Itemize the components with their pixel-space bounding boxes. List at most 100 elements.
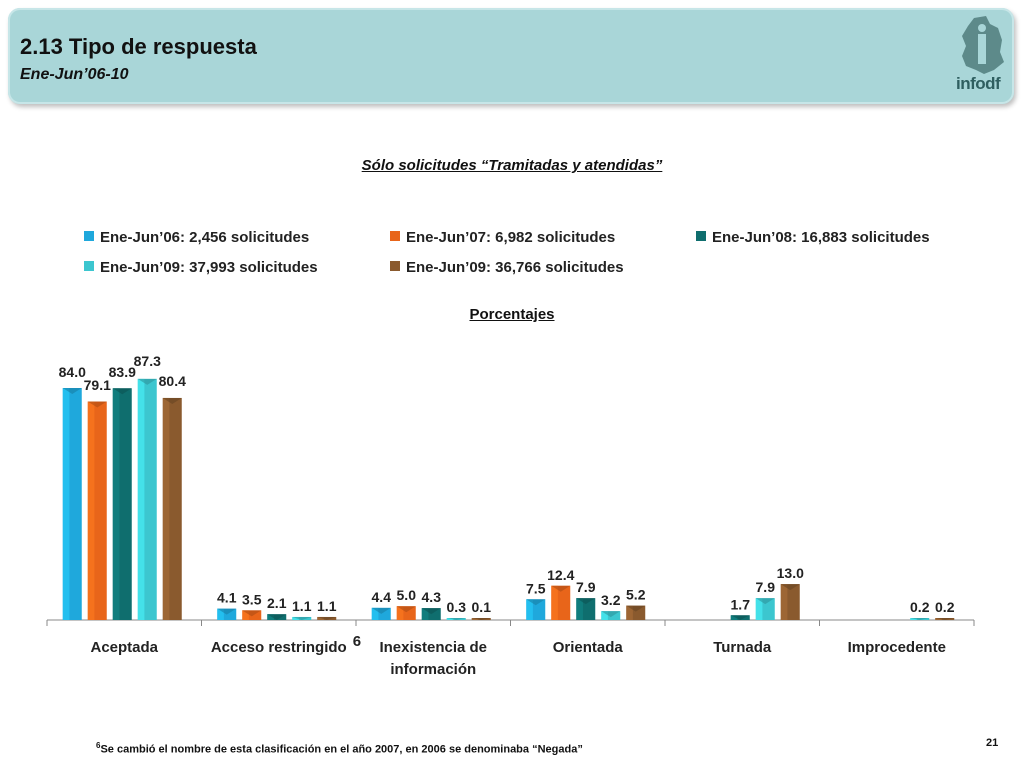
bar-cap <box>317 616 337 620</box>
bar-chart: 84.079.183.987.3 80.4 Aceptada 4.1 3.5 2.1 1.1… <box>46 353 975 678</box>
legend-label: Ene-Jun’07: 6,982 solicitudes <box>406 229 616 246</box>
bar-cap <box>112 388 132 395</box>
footnote-marker: 6 <box>96 741 101 750</box>
data-label: 0.2 <box>935 599 955 615</box>
legend-item: Ene-Jun’08: 16,883 solicitudes <box>696 229 930 246</box>
bar-cap <box>755 598 775 605</box>
legend-label: Ene-Jun’08: 16,883 solicitudes <box>712 229 930 246</box>
legend-item: Ene-Jun’06: 2,456 solicitudes <box>84 229 309 246</box>
legend-item: Ene-Jun’07: 6,982 solicitudes <box>390 229 615 246</box>
bar-highlight <box>62 388 70 620</box>
data-label: 83.9 <box>109 364 136 380</box>
bar-cap <box>137 378 157 385</box>
bar-highlight <box>217 608 224 620</box>
bar-highlight <box>551 585 558 620</box>
bar-highlight <box>446 618 454 620</box>
bar-cap <box>910 618 930 620</box>
data-label: 7.5 <box>526 580 546 596</box>
data-label: 2.1 <box>267 595 287 611</box>
data-label: 1.1 <box>317 598 337 614</box>
page-number: 21 <box>986 737 999 749</box>
bar-highlight <box>242 610 249 620</box>
legend-swatch <box>84 261 94 271</box>
legend-swatch <box>390 231 400 241</box>
data-label: 3.2 <box>601 592 621 608</box>
bar-cap <box>242 610 262 617</box>
bar-cap <box>267 614 287 620</box>
data-label: 13.0 <box>777 565 804 581</box>
bar-highlight <box>626 605 633 620</box>
data-label: 12.4 <box>547 567 574 583</box>
bar-cap <box>780 584 800 591</box>
footnote-text: Se cambió el nombre de esta clasificació… <box>100 743 583 756</box>
footnote: 6Se cambió el nombre de esta clasificaci… <box>96 741 583 756</box>
data-label: 87.3 <box>134 353 161 369</box>
logo-wordmark: infodf <box>956 74 1001 93</box>
bar-highlight <box>935 618 942 620</box>
bar-highlight <box>292 616 299 620</box>
bar-cap <box>162 397 182 404</box>
category-footnote-marker: 6 <box>353 633 361 650</box>
legend-label: Ene-Jun’09: 36,766 solicitudes <box>406 259 624 276</box>
data-label: 80.4 <box>159 373 186 389</box>
data-label: 7.9 <box>576 579 596 595</box>
bar-cap <box>217 608 237 615</box>
legend-label: Ene-Jun’09: 37,993 solicitudes <box>100 259 318 276</box>
bar-highlight <box>112 388 120 620</box>
percent-label: Porcentajes <box>469 306 555 323</box>
bar-cap <box>471 618 491 620</box>
data-label: 4.3 <box>422 589 442 605</box>
bar-highlight <box>601 611 608 620</box>
category-label: información <box>390 661 476 678</box>
bar-cap <box>551 585 571 592</box>
category-label: Improcedente <box>848 639 946 656</box>
bar-highlight <box>317 616 324 620</box>
bar-highlight <box>371 607 379 620</box>
bar-highlight <box>267 614 274 620</box>
header-banner <box>8 8 1014 104</box>
bar-highlight <box>137 378 145 620</box>
bar-cap <box>396 606 416 613</box>
bar-cap <box>87 401 107 408</box>
bar-cap <box>626 605 646 612</box>
category-label: Inexistencia de <box>379 639 487 656</box>
legend-item: Ene-Jun’09: 36,766 solicitudes <box>390 259 624 276</box>
bar-highlight <box>780 584 788 620</box>
bar-cap <box>601 611 621 618</box>
legend-swatch <box>84 231 94 241</box>
legend-item: Ene-Jun’09: 37,993 solicitudes <box>84 259 318 276</box>
infodf-logo <box>962 16 1004 74</box>
bar-highlight <box>730 615 738 620</box>
bar-cap <box>446 618 466 620</box>
category-label: Acceso restringido <box>211 639 347 656</box>
bar-cap <box>935 618 955 620</box>
category-label: Orientada <box>553 639 624 656</box>
bar-cap <box>730 615 750 620</box>
data-label: 5.2 <box>626 587 646 603</box>
bar-highlight <box>526 599 533 620</box>
category-label: Aceptada <box>90 639 158 656</box>
bar-highlight <box>755 598 763 620</box>
category-label: Turnada <box>713 639 772 656</box>
bar-highlight <box>396 606 404 620</box>
data-label: 1.1 <box>292 598 312 614</box>
data-label: 7.9 <box>756 579 776 595</box>
legend-label: Ene-Jun’06: 2,456 solicitudes <box>100 229 310 246</box>
bar-cap <box>371 607 391 614</box>
bar-highlight <box>910 618 917 620</box>
page-title: 2.13 Tipo de respuesta <box>20 34 257 59</box>
bar-highlight <box>576 598 583 620</box>
bar-highlight <box>162 397 170 620</box>
page-subtitle: Ene-Jun’06-10 <box>20 66 129 83</box>
data-label: 0.3 <box>447 599 467 615</box>
bar-cap <box>62 388 82 394</box>
bar-cap <box>526 599 546 606</box>
data-label: 5.0 <box>397 587 417 603</box>
data-label: 4.1 <box>217 590 237 606</box>
data-label: 84.0 <box>59 364 86 380</box>
bar-cap <box>421 608 441 615</box>
bar-highlight <box>471 618 479 620</box>
data-label: 3.5 <box>242 591 262 607</box>
data-label: 79.1 <box>84 377 111 393</box>
bar-cap <box>292 616 312 620</box>
